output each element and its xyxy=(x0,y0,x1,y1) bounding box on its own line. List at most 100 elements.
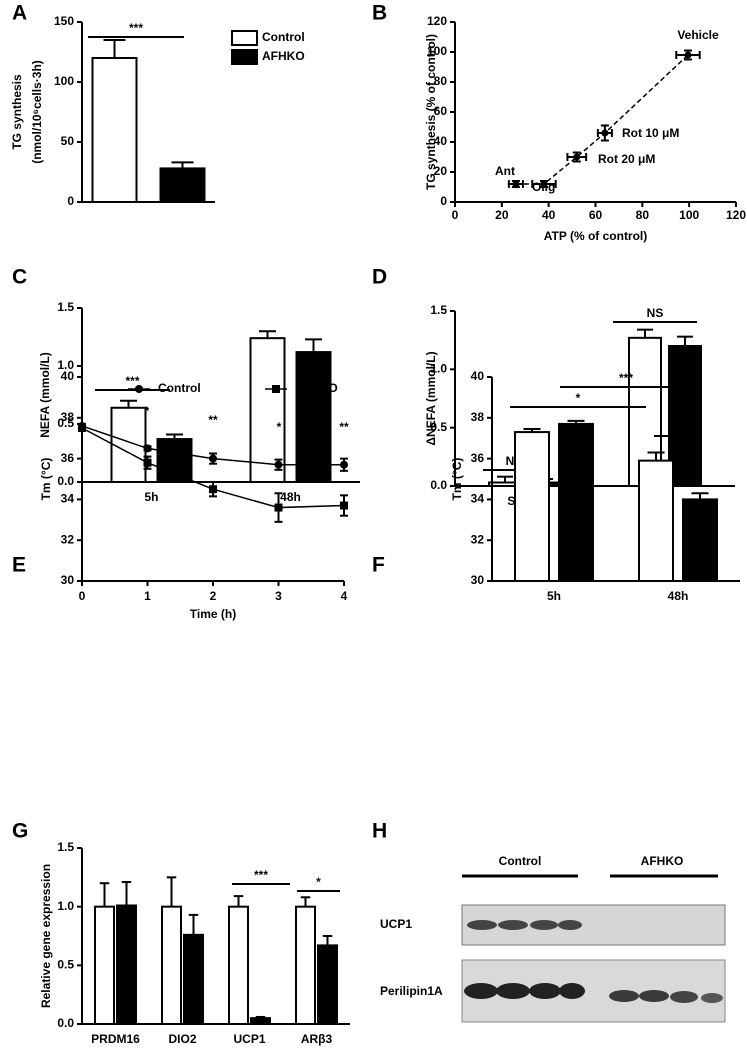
blot-panel: Control AFHKO UCP1 Perilipin1A xyxy=(380,854,726,1023)
x-tick-label: PRDM16 xyxy=(91,1032,140,1046)
x-tick-label: 120 xyxy=(726,208,746,222)
bar xyxy=(183,933,204,1025)
y-tick-label: 30 xyxy=(61,573,75,587)
perilipin-bands xyxy=(464,983,723,1003)
y-tick-label: 1.0 xyxy=(57,358,74,372)
x-tick-label: 0 xyxy=(79,589,86,603)
point xyxy=(143,458,152,467)
point xyxy=(143,444,152,453)
y-axis-title: TG synthesis xyxy=(10,74,24,150)
y-tick-label: 0.5 xyxy=(430,420,447,434)
bar xyxy=(228,905,249,1026)
significance-label: *** xyxy=(254,868,268,882)
legend-label: Control xyxy=(158,381,201,395)
legend-marker xyxy=(135,385,143,393)
y-tick-label: 34 xyxy=(61,492,75,506)
point xyxy=(573,153,581,161)
x-tick-label: 40 xyxy=(542,208,556,222)
ucp1-bands xyxy=(467,920,582,930)
y-tick-label: 38 xyxy=(471,410,485,424)
y-tick-label: 40 xyxy=(434,134,448,148)
y-tick-label: 0 xyxy=(67,194,74,208)
panel-letter: B xyxy=(372,2,387,25)
y-tick-label: 1.5 xyxy=(57,300,74,314)
point xyxy=(274,460,283,469)
blot-group-label: Control xyxy=(499,854,542,868)
legend-swatch xyxy=(231,30,258,46)
band xyxy=(467,920,497,930)
blot-row-label: Perilipin1A xyxy=(380,984,443,998)
y-tick-label: 40 xyxy=(471,369,485,383)
point-label: Ant xyxy=(495,164,515,178)
legend-swatch xyxy=(231,49,258,65)
band xyxy=(464,983,498,999)
significance-label: ** xyxy=(669,420,679,434)
y-tick-label: 0 xyxy=(440,194,447,208)
x-tick-label: 48h xyxy=(668,589,689,603)
y-tick-label: 1.0 xyxy=(57,899,74,913)
band xyxy=(530,920,558,930)
bar xyxy=(514,431,550,582)
point xyxy=(78,424,86,432)
band xyxy=(670,991,698,1003)
blot-group-label: AFHKO xyxy=(641,854,684,868)
point xyxy=(601,129,609,137)
point xyxy=(540,180,548,188)
band xyxy=(559,983,585,999)
y-tick-label: 60 xyxy=(434,104,448,118)
legend-marker xyxy=(272,385,280,393)
band xyxy=(558,920,582,930)
significance-label: ** xyxy=(208,413,218,427)
bar xyxy=(249,337,286,483)
y-tick-label: 32 xyxy=(471,532,485,546)
blot-row-label: UCP1 xyxy=(380,917,412,931)
y-tick-label: 34 xyxy=(471,492,485,506)
band xyxy=(639,990,669,1002)
panel-letter: D xyxy=(372,266,387,289)
bar xyxy=(94,905,115,1026)
y-tick-label: 100 xyxy=(427,44,447,58)
point xyxy=(209,454,217,463)
band xyxy=(609,990,639,1002)
x-tick-label: 5h xyxy=(144,490,158,504)
y-tick-label: 0.0 xyxy=(57,1016,74,1030)
y-tick-label: 80 xyxy=(434,74,448,88)
x-tick-label: ARβ3 xyxy=(301,1032,333,1046)
y-tick-label: 20 xyxy=(434,164,448,178)
y-axis-title: Relative gene expression xyxy=(39,864,53,1008)
point xyxy=(340,460,348,469)
bar xyxy=(295,905,316,1026)
y-tick-label: 36 xyxy=(471,451,485,465)
bar xyxy=(295,351,332,483)
bar xyxy=(317,944,338,1025)
panel-letter: F xyxy=(372,554,385,577)
y-tick-label: 0.5 xyxy=(57,416,74,430)
bar xyxy=(91,57,138,203)
significance-label: *** xyxy=(619,371,633,385)
x-tick-label: 80 xyxy=(636,208,650,222)
significance-label: * xyxy=(145,404,150,418)
point-label: Rot 10 μM xyxy=(622,126,679,140)
x-axis-title: ATP (% of control) xyxy=(544,229,648,243)
y-tick-label: 0.5 xyxy=(57,958,74,972)
point xyxy=(209,485,217,494)
x-tick-label: 48h xyxy=(280,490,301,504)
bar xyxy=(638,459,674,583)
bar xyxy=(682,498,718,582)
point xyxy=(274,503,283,512)
y-tick-label: 1.5 xyxy=(57,840,74,854)
band xyxy=(529,983,561,999)
y-tick-label: 36 xyxy=(61,451,75,465)
panel-letter: A xyxy=(12,2,27,25)
bar xyxy=(558,422,594,583)
x-tick-label: DIO2 xyxy=(168,1032,196,1046)
y-tick-label: 120 xyxy=(427,14,447,28)
y-axis-title: Tm (°C) xyxy=(39,458,53,501)
point xyxy=(512,180,520,188)
bar xyxy=(161,905,182,1026)
bar xyxy=(156,438,193,483)
panel-letter: E xyxy=(12,554,26,577)
point-label: Olig xyxy=(532,180,555,194)
